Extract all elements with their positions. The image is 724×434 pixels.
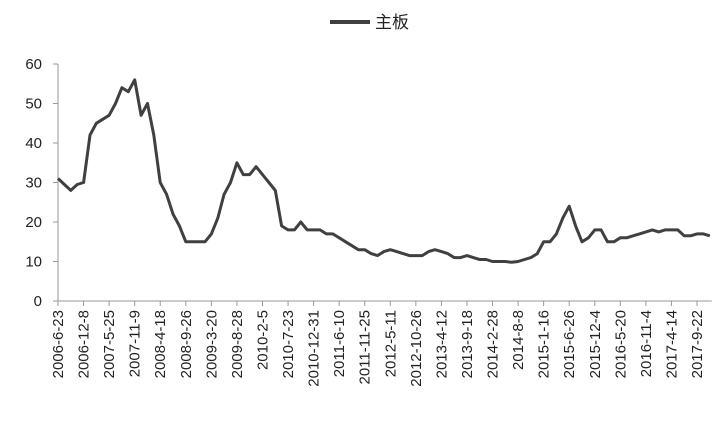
x-tick-label: 2006-12-8 xyxy=(76,310,93,378)
x-tick-label: 2017-4-14 xyxy=(663,310,680,378)
x-tick-label: 2010-7-23 xyxy=(280,310,297,378)
x-tick-label: 2012-5-11 xyxy=(382,310,399,377)
x-tick-label: 2017-9-22 xyxy=(689,310,706,378)
y-tick-label: 30 xyxy=(25,175,42,192)
x-tick-label: 2007-5-25 xyxy=(101,310,118,378)
x-tick-label: 2016-5-20 xyxy=(612,310,629,378)
x-tick-label: 2016-11-4 xyxy=(638,310,655,377)
x-tick-label: 2013-9-18 xyxy=(459,310,476,378)
y-tick-label: 0 xyxy=(34,293,42,310)
x-tick-label: 2015-1-16 xyxy=(536,310,553,378)
x-tick-label: 2011-11-25 xyxy=(357,310,374,385)
x-tick-label: 2010-12-31 xyxy=(306,310,323,387)
x-tick-label: 2006-6-23 xyxy=(50,310,67,378)
x-tick-label: 2008-9-26 xyxy=(178,310,195,378)
y-tick-label: 40 xyxy=(25,135,42,152)
y-tick-label: 50 xyxy=(25,96,42,113)
y-tick-label: 20 xyxy=(25,214,42,231)
y-tick-label: 10 xyxy=(25,254,42,271)
x-tick-label: 2007-11-9 xyxy=(127,310,144,377)
x-tick-label: 2008-4-18 xyxy=(152,310,169,378)
x-tick-label: 2013-4-12 xyxy=(433,310,450,378)
x-tick-label: 2009-3-20 xyxy=(203,310,220,378)
legend-label: 主板 xyxy=(375,13,409,33)
line-series xyxy=(56,78,711,264)
x-tick-label: 2011-6-10 xyxy=(331,310,348,377)
x-tick-label: 2015-6-26 xyxy=(561,310,578,378)
y-tick-label: 60 xyxy=(25,56,42,73)
x-tick-label: 2009-8-28 xyxy=(229,310,246,378)
x-tick-label: 2014-8-8 xyxy=(510,310,527,370)
x-tick-label: 2015-12-4 xyxy=(587,310,604,378)
x-tick-label: 2010-2-5 xyxy=(254,310,271,370)
x-tick-label: 2014-2-28 xyxy=(485,310,502,378)
x-tick-label: 2012-10-26 xyxy=(408,310,425,387)
